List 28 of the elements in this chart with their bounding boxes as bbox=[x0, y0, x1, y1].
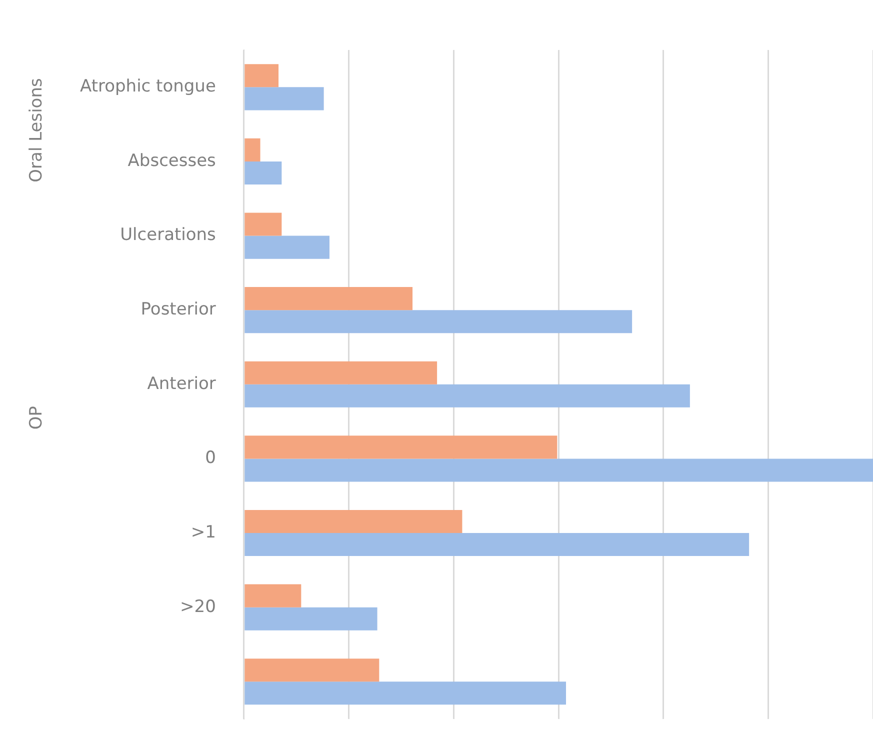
bar bbox=[244, 236, 330, 259]
text: Oral Lesions bbox=[26, 78, 46, 182]
bar bbox=[244, 658, 380, 682]
y-tick-label: >1 bbox=[190, 522, 216, 542]
bar bbox=[244, 361, 438, 384]
bar bbox=[244, 384, 690, 408]
bar bbox=[244, 458, 873, 482]
bar bbox=[244, 607, 378, 630]
bar bbox=[244, 87, 324, 110]
bar bbox=[244, 436, 558, 459]
bar bbox=[244, 161, 282, 185]
bar bbox=[244, 682, 566, 705]
text: OP bbox=[26, 406, 46, 430]
bar bbox=[244, 584, 302, 608]
y-tick-label: >20 bbox=[180, 596, 216, 617]
y-tick-label: Anterior bbox=[147, 374, 216, 394]
bar bbox=[244, 138, 260, 162]
bar bbox=[244, 510, 462, 534]
bar bbox=[244, 64, 279, 88]
y-tick-label: Atrophic tongue bbox=[80, 76, 216, 97]
bar bbox=[244, 310, 632, 334]
y-tick-label: Posterior bbox=[140, 300, 216, 320]
y-tick-label: Ulcerations bbox=[120, 225, 216, 246]
bar bbox=[244, 533, 750, 556]
bar bbox=[244, 287, 413, 310]
bar bbox=[244, 212, 282, 236]
y-tick-label: 0 bbox=[205, 448, 216, 468]
y-tick-label: Abscesses bbox=[128, 150, 216, 171]
